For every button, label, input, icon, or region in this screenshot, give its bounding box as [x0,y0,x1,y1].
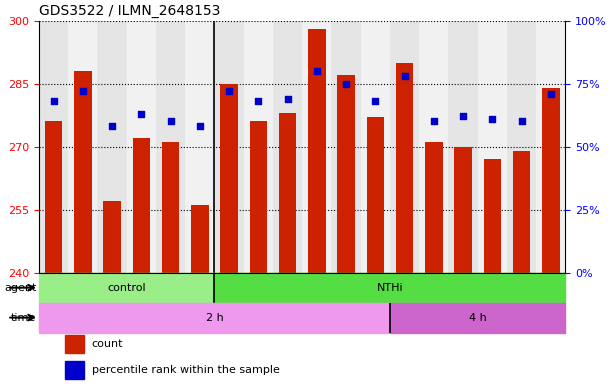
Bar [65,335,84,353]
Bar [279,113,296,273]
Bar [126,21,156,273]
Point [283,96,293,102]
Bar [39,21,68,273]
Point [78,88,88,94]
Text: time: time [11,313,36,323]
Bar [360,21,390,273]
Bar [221,84,238,273]
Bar [396,63,414,273]
Text: GDS3522 / ILMN_2648153: GDS3522 / ILMN_2648153 [39,4,221,18]
Bar [214,21,244,273]
Point [546,91,556,97]
Bar [74,71,92,273]
Bar [536,21,566,273]
Bar [331,21,360,273]
Bar [390,21,419,273]
Bar [425,142,442,273]
Bar [419,21,448,273]
Bar [308,29,326,273]
Point [136,111,146,117]
Text: NTHi: NTHi [376,283,403,293]
Bar [156,21,185,273]
Bar [185,21,214,273]
Bar [302,21,331,273]
Bar [249,121,267,273]
Text: 4 h: 4 h [469,313,486,323]
Bar [244,21,273,273]
Text: percentile rank within the sample: percentile rank within the sample [92,366,279,376]
Bar [191,205,208,273]
Bar [162,142,180,273]
Bar [214,273,566,303]
Bar [337,75,355,273]
Bar [390,303,566,333]
Bar [455,147,472,273]
Bar [513,151,530,273]
Bar [483,159,501,273]
Bar [478,21,507,273]
Point [517,118,527,124]
Point [341,81,351,87]
Bar [39,303,390,333]
Text: agent: agent [4,283,36,293]
Point [107,123,117,129]
Point [166,118,175,124]
Bar [367,117,384,273]
Bar [68,21,97,273]
Point [488,116,497,122]
Point [224,88,234,94]
Bar [507,21,536,273]
Point [195,123,205,129]
Text: count: count [92,339,123,349]
Bar [133,138,150,273]
Point [370,98,380,104]
Bar [45,121,62,273]
Bar [39,273,214,303]
Bar [273,21,302,273]
Point [49,98,59,104]
Point [312,68,322,74]
Text: 2 h: 2 h [205,313,223,323]
Bar [103,201,121,273]
Bar [448,21,478,273]
Point [400,73,409,79]
Point [458,113,468,119]
Bar [65,361,84,379]
Bar [542,88,560,273]
Text: control: control [108,283,146,293]
Point [429,118,439,124]
Point [254,98,263,104]
Bar [97,21,126,273]
